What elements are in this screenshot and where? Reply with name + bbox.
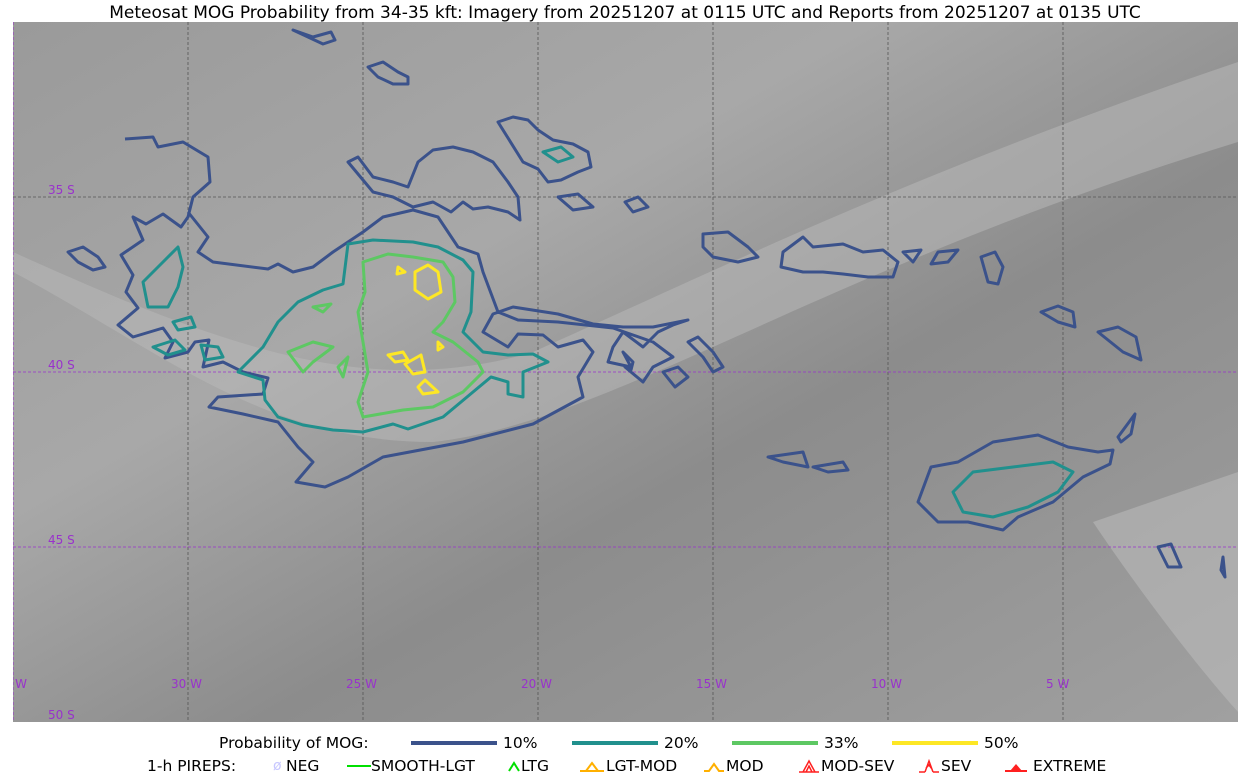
legend-item-mod: MOD — [702, 757, 764, 775]
longitude-label: 10 W — [871, 677, 902, 691]
neg-circle-icon: ø — [273, 758, 282, 774]
longitude-label: 35 W — [13, 677, 27, 691]
longitude-label: 30 W — [171, 677, 202, 691]
contour-10pct — [701, 230, 760, 264]
bright-cloud-patch — [1093, 472, 1238, 712]
contour-10pct — [556, 192, 595, 212]
line-icon — [347, 765, 371, 767]
contour-50pct — [386, 263, 445, 396]
contour-33pct — [356, 252, 485, 419]
latitude-label: 45 S — [48, 533, 75, 547]
latitude-label: 40 S — [48, 358, 75, 372]
longitude-label: 5 W — [1046, 677, 1070, 691]
longitude-label: 25 W — [346, 677, 377, 691]
probability-legend: Probability of MOG: 10% 20% 33% 50% — [0, 734, 1250, 754]
latitude-label: 50 S — [48, 708, 75, 722]
legend-item-extreme: EXTREME — [1003, 757, 1106, 775]
double-caret-icon — [919, 759, 939, 773]
contour-10pct — [496, 115, 593, 184]
contour-10pct — [66, 245, 107, 272]
legend-item-50pct: 50% — [892, 734, 1018, 752]
longitude-label: 20 W — [521, 677, 552, 691]
contour-10pct — [116, 135, 690, 489]
probability-legend-title: Probability of MOG: — [219, 734, 369, 752]
satellite-map: 35 W 30 W 25 W 20 W 15 W 10 W 5 W 35 S 40 S 45 S 5… — [13, 22, 1238, 722]
contour-20pct — [141, 245, 185, 309]
legend-item-neg: ø NEG — [273, 757, 320, 775]
contour-10pct — [1096, 325, 1143, 362]
longitude-label: 15 W — [696, 677, 727, 691]
caret-icon — [704, 762, 724, 772]
legend-item-sev: SEV — [917, 757, 971, 775]
contour-10pct — [901, 248, 960, 266]
pireps-legend: 1-h PIREPS: ø NEG SMOOTH-LGT LTG LGT-MOD … — [0, 757, 1250, 777]
legend-item-lgt-mod: LGT-MOD — [578, 757, 677, 775]
line-swatch-icon — [411, 741, 497, 745]
contour-10pct — [766, 450, 850, 474]
chart-title: Meteosat MOG Probability from 34-35 kft:… — [109, 3, 1141, 23]
contour-10pct — [661, 335, 725, 389]
contour-20pct — [236, 238, 550, 434]
contour-10pct — [291, 28, 337, 46]
legend-item-33pct: 33% — [732, 734, 858, 752]
triangle-caret-icon — [580, 761, 604, 772]
contour-10pct — [1116, 412, 1227, 579]
contour-20pct — [951, 460, 1075, 519]
legend-item-20pct: 20% — [572, 734, 698, 752]
latitude-label: 35 S — [48, 183, 75, 197]
contour-10pct — [916, 433, 1115, 532]
legend-item-10pct: 10% — [411, 734, 537, 752]
contour-10pct — [1039, 304, 1077, 329]
map-canvas — [13, 22, 1238, 722]
contour-10pct — [623, 195, 650, 214]
legend-item-ltg: LTG — [507, 757, 549, 775]
contour-10pct — [366, 60, 410, 86]
contour-20pct — [151, 315, 225, 362]
caret-icon — [508, 761, 520, 772]
double-caret-icon — [799, 759, 819, 773]
lat-lon-grid — [13, 22, 1238, 722]
line-swatch-icon — [572, 741, 658, 745]
contour-10pct — [779, 235, 900, 279]
contour-10pct — [979, 250, 1005, 286]
filled-triangle-icon — [1005, 764, 1027, 772]
contour-33pct — [286, 302, 350, 379]
line-swatch-icon — [732, 741, 818, 745]
legend-item-smooth-lgt: SMOOTH-LGT — [347, 757, 475, 775]
contour-10pct — [346, 145, 522, 222]
contour-20pct — [541, 145, 575, 164]
pireps-legend-title: 1-h PIREPS: — [147, 757, 237, 775]
legend-item-mod-sev: MOD-SEV — [797, 757, 894, 775]
line-swatch-icon — [892, 741, 978, 745]
